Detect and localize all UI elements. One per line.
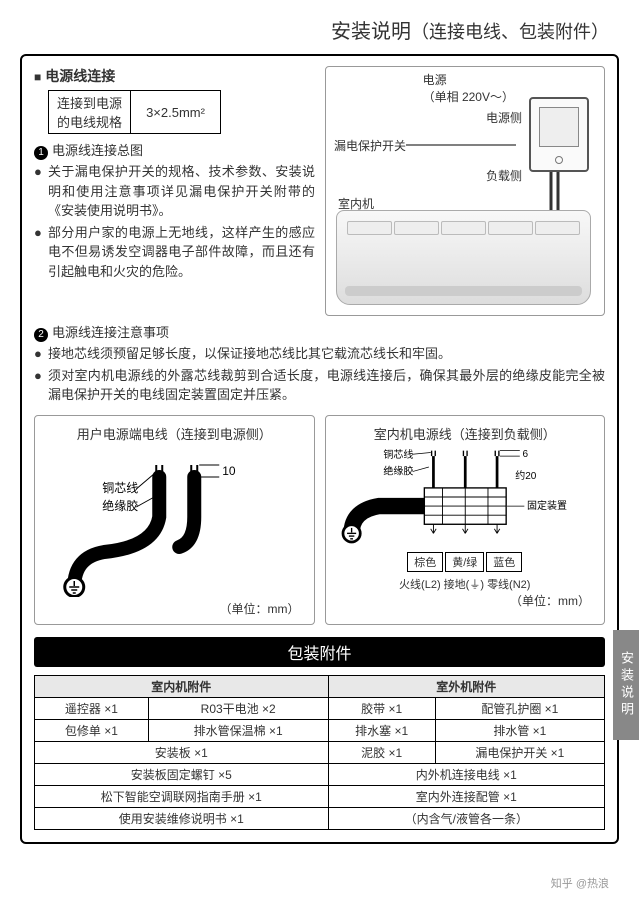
svg-text:固定装置: 固定装置 <box>527 498 567 511</box>
acc-cell: 室内外连接配管 ×1 <box>328 785 604 807</box>
wire-right-svg: 铜芯线 绝缘胶 6 约20 固定装置 <box>332 447 599 547</box>
acc-cell: 内外机连接电线 ×1 <box>328 763 604 785</box>
wire-function-labels: 火线(L2) 接地(⏚) 零线(N2) <box>332 576 599 592</box>
label-load-side: 负载侧 <box>486 167 522 184</box>
wire-left-title: 用户电源端电线（连接到电源侧） <box>41 424 308 443</box>
label-breaker: 漏电保护开关 <box>334 137 406 154</box>
page-header: 安装说明（连接电线、包装附件） <box>20 10 619 54</box>
spec-label-2: 的电线规格 <box>57 112 122 131</box>
bullet-dot-icon: ● <box>34 366 48 405</box>
wire-left-svg: 10 铜芯线 绝缘胶 <box>41 447 308 597</box>
power-outlet-graphic <box>529 97 589 172</box>
acc-header-outdoor: 室外机附件 <box>328 675 604 697</box>
square-bullet-icon: ■ <box>34 70 41 84</box>
bullet-1-text: 关于漏电保护开关的规格、技术参数、安装说明和使用注意事项详见漏电保护开关附带的《… <box>48 162 315 221</box>
bullet-2: ● 部分用户家的电源上无地线，这样产生的感应电不但易诱发空调器电子部件故障，而且… <box>34 223 315 282</box>
item2-title: 电源线连接注意事项 <box>52 325 169 340</box>
bullet-3: ● 接地芯线须预留足够长度，以保证接地芯线比其它载流芯线长和牢固。 <box>34 344 605 364</box>
header-title: 安装说明 <box>331 21 411 43</box>
wire-right-unit: （单位：mm） <box>332 592 599 609</box>
wire-left-dim: 10 <box>222 464 236 478</box>
acc-header-indoor: 室内机附件 <box>35 675 329 697</box>
bullet-dot-icon: ● <box>34 162 48 221</box>
acc-cell: 安装板固定螺钉 ×5 <box>35 763 329 785</box>
acc-cell: 松下智能空调联网指南手册 ×1 <box>35 785 329 807</box>
numbered-item-1: 1 电源线连接总图 <box>34 140 315 160</box>
acc-cell: 排水管 ×1 <box>435 719 604 741</box>
wire-diagram-right: 室内机电源线（连接到负载侧） <box>325 415 606 625</box>
acc-cell: 漏电保护开关 ×1 <box>435 741 604 763</box>
svg-text:6: 6 <box>522 449 528 460</box>
circle-number-1-icon: 1 <box>34 146 48 160</box>
ac-indoor-unit-graphic <box>336 210 591 305</box>
wire-to-unit <box>546 172 566 212</box>
acc-cell: 泥胶 ×1 <box>328 741 435 763</box>
breaker-line <box>406 140 516 150</box>
circle-number-2-icon: 2 <box>34 328 48 342</box>
acc-cell: 排水管保温棉 ×1 <box>148 719 328 741</box>
acc-cell: （内含气/液管各一条） <box>328 807 604 829</box>
spec-label-cell: 连接到电源 的电线规格 <box>49 91 131 134</box>
bullet-1: ● 关于漏电保护开关的规格、技术参数、安装说明和使用注意事项详见漏电保护开关附带… <box>34 162 315 221</box>
color-yellow-green: 黄/绿 <box>445 552 484 572</box>
spec-label-1: 连接到电源 <box>57 93 122 112</box>
acc-cell: 安装板 ×1 <box>35 741 329 763</box>
bullet-dot-icon: ● <box>34 223 48 282</box>
color-blue: 蓝色 <box>486 552 522 572</box>
main-content-box: ■ 电源线连接 连接到电源 的电线规格 3×2.5mm² 1 电源线连接总图 ● <box>20 54 619 844</box>
label-power: 电源（单相 220V～） <box>423 71 514 105</box>
watermark-footer: 知乎 @热浪 <box>551 875 609 891</box>
wire-left-copper: 铜芯线 <box>102 480 138 495</box>
acc-cell: 胶带 ×1 <box>328 697 435 719</box>
acc-cell: 使用安装维修说明书 ×1 <box>35 807 329 829</box>
header-subtitle: （连接电线、包装附件） <box>411 22 609 42</box>
svg-text:铜芯线: 铜芯线 <box>383 447 413 460</box>
bullet-dot-icon: ● <box>34 344 48 364</box>
bullet-2-text: 部分用户家的电源上无地线，这样产生的感应电不但易诱发空调器电子部件故障，而且还有… <box>48 223 315 282</box>
label-power-side: 电源侧 <box>486 109 522 126</box>
section-title-text: 电源线连接 <box>45 68 115 84</box>
power-diagram: 电源（单相 220V～） 电源侧 漏电保护开关 负载侧 室内机 <box>325 66 605 316</box>
acc-cell: 包修单 ×1 <box>35 719 149 741</box>
acc-cell: 排水塞 ×1 <box>328 719 435 741</box>
bullet-4-text: 须对室内机电源线的外露芯线裁剪到合适长度，电源线连接后，确保其最外层的绝缘皮能完… <box>48 366 605 405</box>
acc-cell: 遥控器 ×1 <box>35 697 149 719</box>
accessories-table: 室内机附件 室外机附件 遥控器 ×1 R03干电池 ×2 胶带 ×1 配管孔护圈… <box>34 675 605 830</box>
svg-text:约20: 约20 <box>515 468 537 481</box>
color-brown: 棕色 <box>407 552 443 572</box>
svg-text:绝缘胶: 绝缘胶 <box>383 464 413 477</box>
item1-title: 电源线连接总图 <box>52 143 143 158</box>
wire-color-row: 棕色 黄/绿 蓝色 <box>332 552 599 572</box>
bullet-4: ● 须对室内机电源线的外露芯线裁剪到合适长度，电源线连接后，确保其最外层的绝缘皮… <box>34 366 605 405</box>
accessories-section-title: 包装附件 <box>34 637 605 667</box>
bullet-3-text: 接地芯线须预留足够长度，以保证接地芯线比其它载流芯线长和牢固。 <box>48 344 605 364</box>
wire-left-insul: 绝缘胶 <box>102 498 138 513</box>
wire-diagram-left: 用户电源端电线（连接到电源侧） 10 铜芯线 绝缘胶 <box>34 415 315 625</box>
spec-value-cell: 3×2.5mm² <box>131 91 221 134</box>
numbered-item-2: 2 电源线连接注意事项 <box>34 322 605 342</box>
acc-cell: 配管孔护圈 ×1 <box>435 697 604 719</box>
wire-spec-table: 连接到电源 的电线规格 3×2.5mm² <box>48 90 221 134</box>
wire-left-unit: （单位：mm） <box>41 600 308 617</box>
section-power-connection: ■ 电源线连接 <box>34 66 315 86</box>
acc-cell: R03干电池 ×2 <box>148 697 328 719</box>
side-tab: 安装说明 <box>613 630 639 740</box>
wire-right-title: 室内机电源线（连接到负载侧） <box>332 424 599 443</box>
